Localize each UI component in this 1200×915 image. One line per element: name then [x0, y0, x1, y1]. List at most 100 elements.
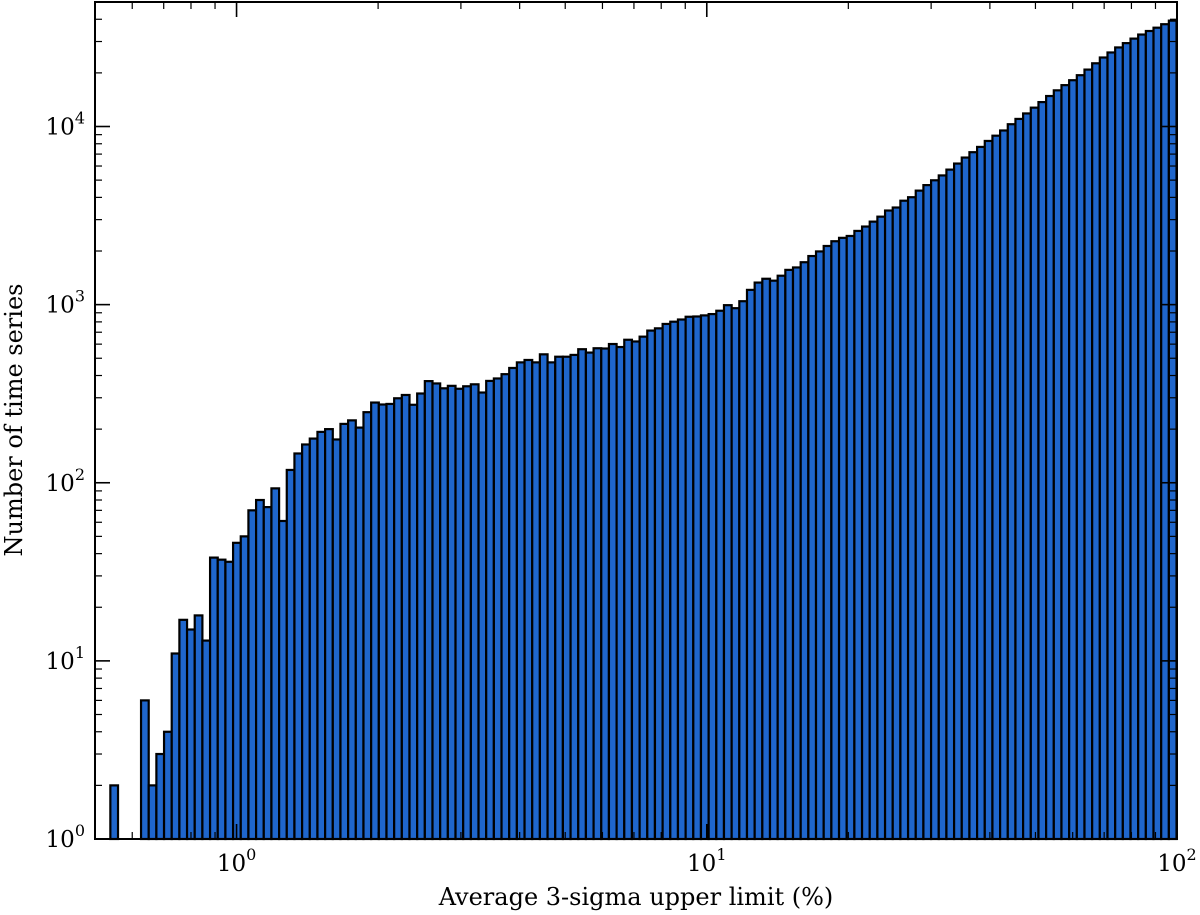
histogram-bar: [170, 652, 181, 841]
histogram-bar: [185, 628, 196, 841]
x-tick-label: 102: [1157, 845, 1196, 877]
histogram-bar: [324, 428, 334, 841]
histogram-bar: [1075, 74, 1086, 841]
y-tick-labels: 100 101 102 103 104: [46, 109, 85, 853]
histogram-bar: [469, 383, 480, 841]
histogram-bar: [745, 288, 756, 841]
histogram-bar: [193, 614, 204, 841]
histogram-bar: [477, 391, 488, 841]
histogram-bar: [1121, 42, 1132, 841]
x-tick-label: 101: [687, 845, 726, 877]
histogram-bar: [707, 312, 718, 841]
histogram-bar: [347, 419, 357, 841]
histogram-bar: [208, 556, 219, 841]
y-tick-label: 100: [46, 821, 85, 853]
histogram-bar: [791, 266, 802, 841]
histogram-bar: [929, 179, 940, 841]
histogram-bar: [991, 134, 1002, 841]
histogram-bar: [722, 304, 733, 841]
histogram-bar: [416, 392, 426, 841]
histogram-bar: [278, 519, 288, 841]
histogram-bar: [999, 129, 1009, 841]
histogram-bar: [845, 234, 856, 841]
histogram-bar: [676, 318, 687, 841]
histogram-bar: [922, 184, 933, 841]
histogram-bar: [377, 403, 388, 841]
histogram-bar: [1160, 23, 1170, 841]
histogram-bar: [500, 373, 511, 841]
histogram-bar: [1114, 46, 1124, 841]
histogram-bar: [400, 393, 411, 841]
x-axis-label: Average 3-sigma upper limit (%): [438, 883, 834, 911]
histogram-bar: [715, 309, 726, 841]
histogram-bar: [837, 236, 848, 841]
histogram-bar: [546, 361, 557, 841]
histogram-bar: [155, 752, 166, 841]
histogram-bar: [308, 437, 319, 841]
histogram-bar: [1037, 100, 1048, 841]
histogram-bar: [485, 379, 495, 841]
histogram-bar: [860, 225, 871, 841]
histogram-bar: [531, 361, 541, 841]
histogram-bar: [761, 277, 772, 841]
histogram-bar: [669, 320, 680, 841]
histogram-bar: [1029, 106, 1040, 841]
histogram-bar: [1106, 51, 1117, 841]
histogram-bar: [285, 468, 296, 841]
histogram-bar: [293, 452, 304, 841]
histogram-bar: [1045, 94, 1055, 841]
histogram-bar: [247, 509, 258, 841]
histogram-bar: [354, 426, 365, 841]
histogram-bar: [139, 699, 150, 841]
histogram-bar: [301, 443, 311, 841]
histogram-bar: [216, 558, 227, 841]
histogram-bar: [109, 784, 120, 841]
plot-frame: [94, 1, 1178, 840]
histogram-bar: [883, 209, 894, 841]
histogram-bar: [937, 174, 948, 841]
histogram-bar: [822, 244, 833, 841]
histogram-bar: [899, 199, 910, 841]
histogram-bar: [393, 397, 403, 841]
histogram-bar: [738, 300, 749, 841]
histogram-bar: [1006, 123, 1017, 841]
histogram-bar: [423, 380, 434, 841]
histogram-bar: [1152, 26, 1163, 841]
histogram-bar: [316, 430, 327, 841]
y-tick-label: 101: [46, 643, 85, 675]
histogram-bar: [569, 353, 580, 841]
histogram-bar: [1068, 79, 1078, 841]
histogram-bar: [661, 322, 672, 841]
histogram-bar: [983, 139, 994, 841]
histogram-bar: [178, 618, 189, 841]
histogram-bar: [162, 730, 173, 841]
histogram-bar: [830, 240, 841, 841]
histogram-bar: [600, 347, 611, 841]
histogram-bar: [653, 327, 664, 841]
histogram-bar: [339, 422, 350, 841]
histogram-bar: [945, 168, 956, 841]
y-tick-label: 103: [46, 287, 85, 319]
histogram-bar: [592, 347, 603, 841]
histogram-bar: [730, 307, 741, 841]
histogram-bar: [523, 358, 534, 841]
x-tick-label: 100: [217, 845, 256, 877]
histogram-bar: [1091, 62, 1101, 841]
histogram-bar: [623, 338, 634, 841]
histogram-bar: [270, 487, 281, 841]
histogram-bar: [906, 196, 917, 841]
histogram-bar: [561, 355, 572, 841]
histogram-bar: [1014, 117, 1025, 841]
histogram-bar: [408, 403, 419, 841]
histogram-bar: [699, 314, 710, 841]
histogram-bar: [508, 366, 518, 841]
histogram-bar: [231, 541, 242, 841]
histogram-bar: [462, 385, 472, 841]
histogram-bar: [370, 401, 380, 841]
histogram-bar: [799, 261, 810, 841]
histogram-bar: [692, 315, 703, 841]
histogram-bar: [1022, 112, 1032, 841]
histogram-bar: [431, 382, 442, 841]
histogram-bar: [768, 279, 779, 841]
